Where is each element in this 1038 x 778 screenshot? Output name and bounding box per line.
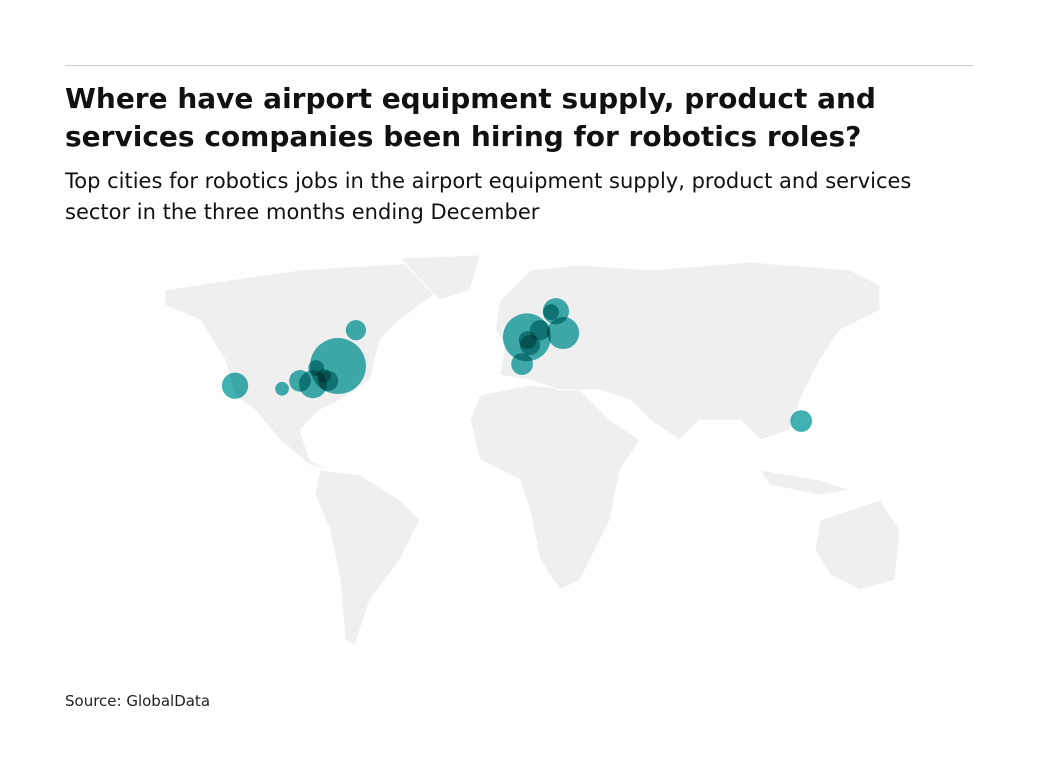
eurasia xyxy=(494,261,881,441)
city-bubble xyxy=(221,372,249,399)
city-bubble xyxy=(511,353,533,375)
bubbles xyxy=(221,298,813,432)
subtitle: Top cities for robotics jobs in the airp… xyxy=(65,169,912,224)
base-map xyxy=(164,254,901,646)
greenland xyxy=(398,254,481,301)
city-bubble xyxy=(547,316,580,350)
top-rule xyxy=(65,65,973,66)
city-bubble xyxy=(317,368,331,383)
city-bubble xyxy=(529,320,551,341)
australia xyxy=(814,499,901,591)
africa xyxy=(469,384,641,591)
city-bubble xyxy=(543,304,560,321)
north-america xyxy=(164,261,441,471)
source: Source: GlobalData xyxy=(65,692,211,710)
title: Where have airport equipment supply, pro… xyxy=(65,82,876,153)
south-america xyxy=(314,469,421,646)
indonesia xyxy=(758,469,851,496)
city-bubble xyxy=(345,320,366,341)
city-bubble xyxy=(790,410,813,432)
city-bubble xyxy=(275,381,289,396)
